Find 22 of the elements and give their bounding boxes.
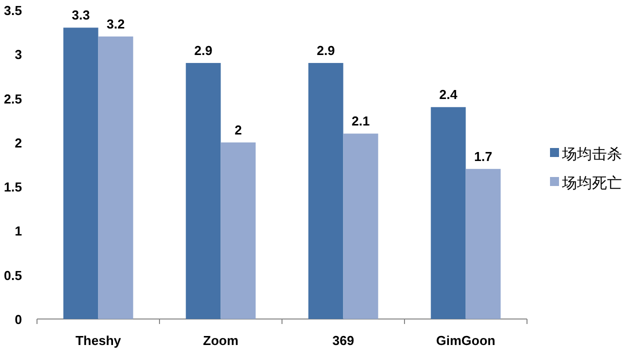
data-label: 2.9 xyxy=(316,42,335,58)
data-label: 3.2 xyxy=(106,16,125,32)
y-tick-label: 1.5 xyxy=(4,180,22,195)
data-label: 2.1 xyxy=(352,114,370,129)
x-tick-label: GimGoon xyxy=(436,333,496,348)
data-label: 2.9 xyxy=(194,42,212,58)
y-tick-label: 0.5 xyxy=(4,268,22,283)
x-tick-label: Theshy xyxy=(75,333,122,348)
data-label: 2.4 xyxy=(439,87,458,102)
y-tick-label: 0 xyxy=(14,312,22,327)
data-label: 1.7 xyxy=(474,148,492,164)
y-tick-label: 3.5 xyxy=(4,3,22,18)
legend-label: 场均死亡 xyxy=(561,175,622,192)
y-tick-label: 2.5 xyxy=(4,91,22,106)
x-tick-label: Zoom xyxy=(203,333,238,348)
y-tick-label: 1 xyxy=(14,224,22,239)
x-tick-label: 369 xyxy=(332,333,354,348)
data-label: 2 xyxy=(234,122,242,138)
y-tick-label: 3 xyxy=(14,47,22,62)
y-tick-label: 2 xyxy=(14,135,22,150)
legend-label: 场均击杀 xyxy=(561,146,622,163)
data-label: 3.3 xyxy=(72,8,90,23)
